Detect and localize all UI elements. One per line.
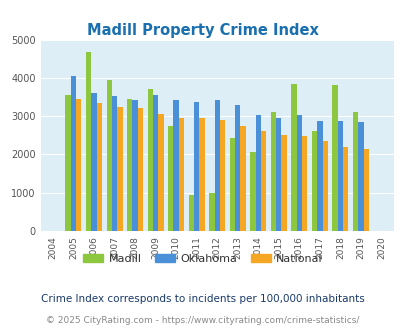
Bar bbox=[363, 149, 368, 231]
Bar bbox=[76, 99, 81, 231]
Text: © 2025 CityRating.com - https://www.cityrating.com/crime-statistics/: © 2025 CityRating.com - https://www.city… bbox=[46, 316, 359, 325]
Bar bbox=[137, 108, 143, 231]
Text: Madill Property Crime Index: Madill Property Crime Index bbox=[87, 23, 318, 38]
Bar bbox=[255, 115, 260, 231]
Bar bbox=[240, 126, 245, 231]
Bar bbox=[199, 118, 204, 231]
Bar bbox=[342, 147, 347, 231]
Bar bbox=[173, 100, 178, 231]
Bar bbox=[281, 135, 286, 231]
Bar bbox=[91, 93, 96, 231]
Legend: Madill, Oklahoma, National: Madill, Oklahoma, National bbox=[79, 249, 326, 268]
Bar bbox=[249, 152, 255, 231]
Bar bbox=[275, 118, 281, 231]
Bar bbox=[337, 121, 342, 231]
Text: Crime Index corresponds to incidents per 100,000 inhabitants: Crime Index corresponds to incidents per… bbox=[41, 294, 364, 304]
Bar bbox=[322, 141, 327, 231]
Bar bbox=[332, 85, 337, 231]
Bar bbox=[112, 96, 117, 231]
Bar bbox=[168, 126, 173, 231]
Bar bbox=[86, 52, 91, 231]
Bar bbox=[234, 105, 240, 231]
Bar bbox=[158, 114, 163, 231]
Bar bbox=[352, 112, 357, 231]
Bar bbox=[96, 103, 102, 231]
Bar bbox=[194, 102, 199, 231]
Bar bbox=[127, 99, 132, 231]
Bar bbox=[220, 120, 225, 231]
Bar bbox=[296, 115, 301, 231]
Bar bbox=[178, 118, 184, 231]
Bar bbox=[311, 131, 316, 231]
Bar bbox=[214, 100, 220, 231]
Bar bbox=[209, 193, 214, 231]
Bar bbox=[229, 138, 234, 231]
Bar bbox=[270, 112, 275, 231]
Bar bbox=[65, 95, 70, 231]
Bar bbox=[153, 95, 158, 231]
Bar bbox=[70, 76, 76, 231]
Bar bbox=[357, 122, 363, 231]
Bar bbox=[188, 195, 194, 231]
Bar bbox=[117, 107, 122, 231]
Bar bbox=[291, 83, 296, 231]
Bar bbox=[301, 136, 307, 231]
Bar bbox=[147, 89, 153, 231]
Bar bbox=[316, 121, 322, 231]
Bar bbox=[132, 100, 137, 231]
Bar bbox=[106, 80, 112, 231]
Bar bbox=[260, 131, 266, 231]
